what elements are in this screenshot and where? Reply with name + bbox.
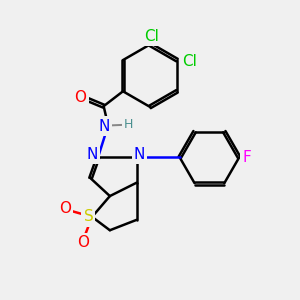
Text: O: O: [74, 90, 86, 105]
Text: Cl: Cl: [182, 54, 197, 69]
Text: O: O: [59, 201, 71, 216]
Text: N: N: [134, 147, 145, 162]
Text: Cl: Cl: [144, 29, 159, 44]
Text: N: N: [99, 118, 110, 134]
Text: F: F: [242, 150, 251, 165]
Text: H: H: [124, 118, 133, 131]
Text: O: O: [77, 235, 89, 250]
Text: N: N: [86, 147, 98, 162]
Text: S: S: [84, 209, 93, 224]
